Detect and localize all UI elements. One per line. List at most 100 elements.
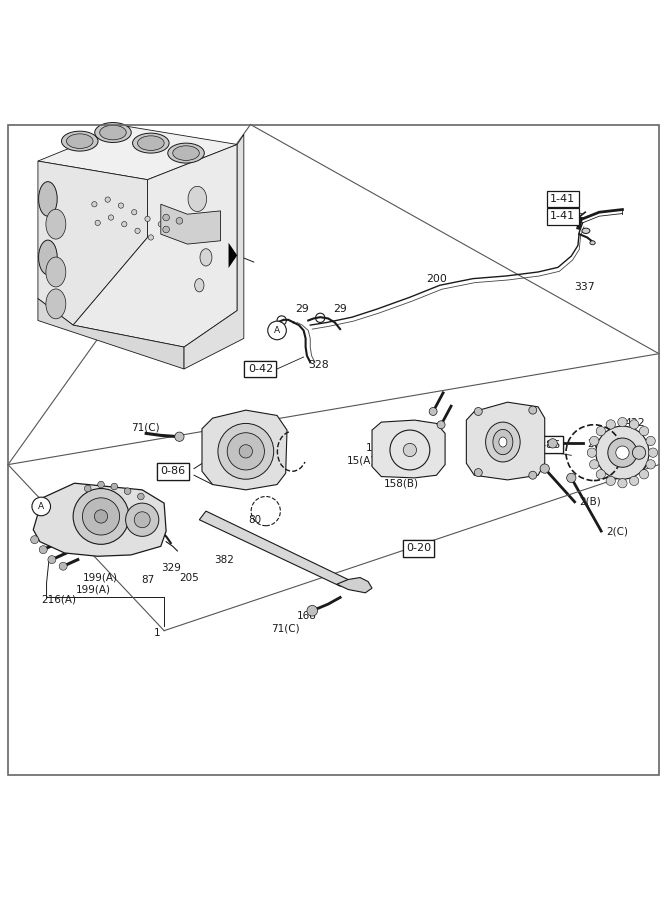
Circle shape (267, 321, 286, 339)
Polygon shape (229, 243, 237, 268)
Text: 0-86: 0-86 (535, 440, 560, 450)
Circle shape (134, 512, 150, 527)
Polygon shape (184, 134, 244, 369)
Polygon shape (466, 402, 545, 480)
Text: 0-86: 0-86 (160, 466, 185, 476)
Circle shape (548, 438, 558, 448)
Text: A: A (38, 502, 44, 511)
Polygon shape (38, 299, 184, 369)
Circle shape (587, 448, 596, 457)
Text: 199(A): 199(A) (83, 572, 117, 582)
Circle shape (73, 489, 129, 544)
Circle shape (307, 606, 317, 616)
Circle shape (630, 419, 639, 429)
Circle shape (606, 419, 616, 429)
Polygon shape (202, 410, 287, 490)
Text: 0-20: 0-20 (406, 544, 431, 554)
Text: 423: 423 (402, 419, 422, 430)
Ellipse shape (590, 241, 595, 245)
Circle shape (404, 444, 416, 456)
Circle shape (590, 460, 599, 469)
Ellipse shape (133, 133, 169, 153)
Text: 71(C): 71(C) (131, 422, 159, 432)
Circle shape (118, 202, 123, 208)
Circle shape (95, 220, 100, 226)
Text: 158(B): 158(B) (384, 478, 418, 488)
Text: 382: 382 (214, 554, 234, 564)
Text: 0-20: 0-20 (406, 544, 431, 554)
Ellipse shape (582, 228, 590, 233)
Circle shape (218, 423, 273, 479)
Circle shape (474, 469, 482, 477)
Circle shape (529, 406, 537, 414)
Text: 168: 168 (297, 611, 317, 621)
Text: 329: 329 (161, 563, 181, 573)
Text: A: A (274, 326, 280, 335)
Circle shape (567, 473, 576, 482)
Circle shape (59, 562, 67, 571)
Circle shape (163, 214, 169, 220)
Polygon shape (73, 145, 237, 347)
Ellipse shape (46, 289, 66, 319)
Text: 216(A): 216(A) (41, 594, 76, 605)
Circle shape (121, 221, 127, 227)
Circle shape (632, 446, 646, 459)
Ellipse shape (39, 240, 57, 274)
Text: 422: 422 (624, 418, 645, 428)
Circle shape (108, 215, 113, 220)
Text: 158(A): 158(A) (395, 430, 430, 440)
Text: 0-42: 0-42 (248, 364, 273, 374)
Ellipse shape (67, 134, 93, 148)
Text: 337: 337 (574, 283, 595, 293)
Polygon shape (372, 420, 445, 478)
Circle shape (124, 488, 131, 494)
Circle shape (606, 476, 616, 485)
Circle shape (596, 427, 606, 436)
Circle shape (137, 493, 144, 500)
Circle shape (646, 436, 655, 446)
Polygon shape (38, 126, 237, 180)
Text: 80: 80 (249, 516, 261, 526)
Circle shape (596, 470, 606, 479)
Circle shape (111, 483, 117, 490)
Text: 87: 87 (141, 575, 154, 585)
Ellipse shape (493, 429, 513, 454)
Text: 328: 328 (309, 360, 329, 370)
Polygon shape (161, 204, 221, 244)
Circle shape (97, 482, 104, 488)
Ellipse shape (168, 143, 204, 163)
Circle shape (145, 216, 150, 221)
Text: 1-41: 1-41 (550, 212, 575, 221)
Text: 199(A): 199(A) (76, 584, 111, 595)
Ellipse shape (46, 209, 66, 239)
Circle shape (85, 485, 91, 491)
Circle shape (590, 436, 599, 446)
Circle shape (437, 421, 445, 428)
Ellipse shape (499, 437, 507, 447)
Circle shape (239, 445, 253, 458)
Polygon shape (33, 483, 166, 556)
Text: 161: 161 (522, 438, 543, 448)
Text: 0-86: 0-86 (160, 466, 185, 476)
Ellipse shape (190, 219, 205, 240)
Circle shape (125, 503, 159, 536)
Circle shape (630, 476, 639, 485)
Ellipse shape (46, 257, 66, 287)
Text: 1-41: 1-41 (550, 194, 575, 204)
Text: 200: 200 (426, 274, 447, 284)
Circle shape (608, 438, 637, 467)
Circle shape (94, 509, 107, 523)
Circle shape (175, 432, 184, 441)
Polygon shape (38, 161, 147, 325)
Circle shape (92, 202, 97, 207)
Text: 29: 29 (295, 304, 309, 314)
Ellipse shape (61, 131, 98, 151)
Circle shape (474, 408, 482, 416)
Circle shape (48, 555, 56, 563)
Text: 15(B): 15(B) (366, 442, 394, 453)
Circle shape (227, 433, 264, 470)
Text: 71(C): 71(C) (271, 623, 300, 633)
Text: 0-42: 0-42 (248, 364, 273, 374)
Circle shape (618, 418, 627, 427)
Text: 29: 29 (334, 304, 347, 314)
